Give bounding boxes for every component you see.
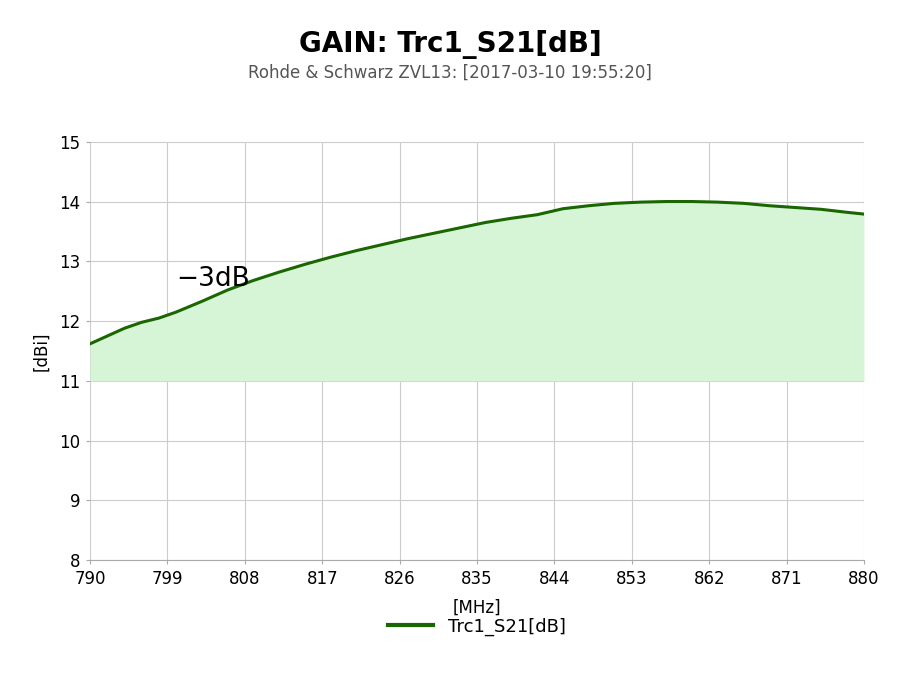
Text: GAIN: Trc1_S21[dB]: GAIN: Trc1_S21[dB]	[299, 30, 601, 59]
Legend: Trc1_S21[dB]: Trc1_S21[dB]	[381, 611, 573, 643]
Y-axis label: [dBi]: [dBi]	[32, 331, 50, 371]
X-axis label: [MHz]: [MHz]	[453, 599, 501, 617]
Text: Rohde & Schwarz ZVL13: [2017-03-10 19:55:20]: Rohde & Schwarz ZVL13: [2017-03-10 19:55…	[248, 64, 652, 82]
Text: −3dB: −3dB	[176, 267, 249, 292]
